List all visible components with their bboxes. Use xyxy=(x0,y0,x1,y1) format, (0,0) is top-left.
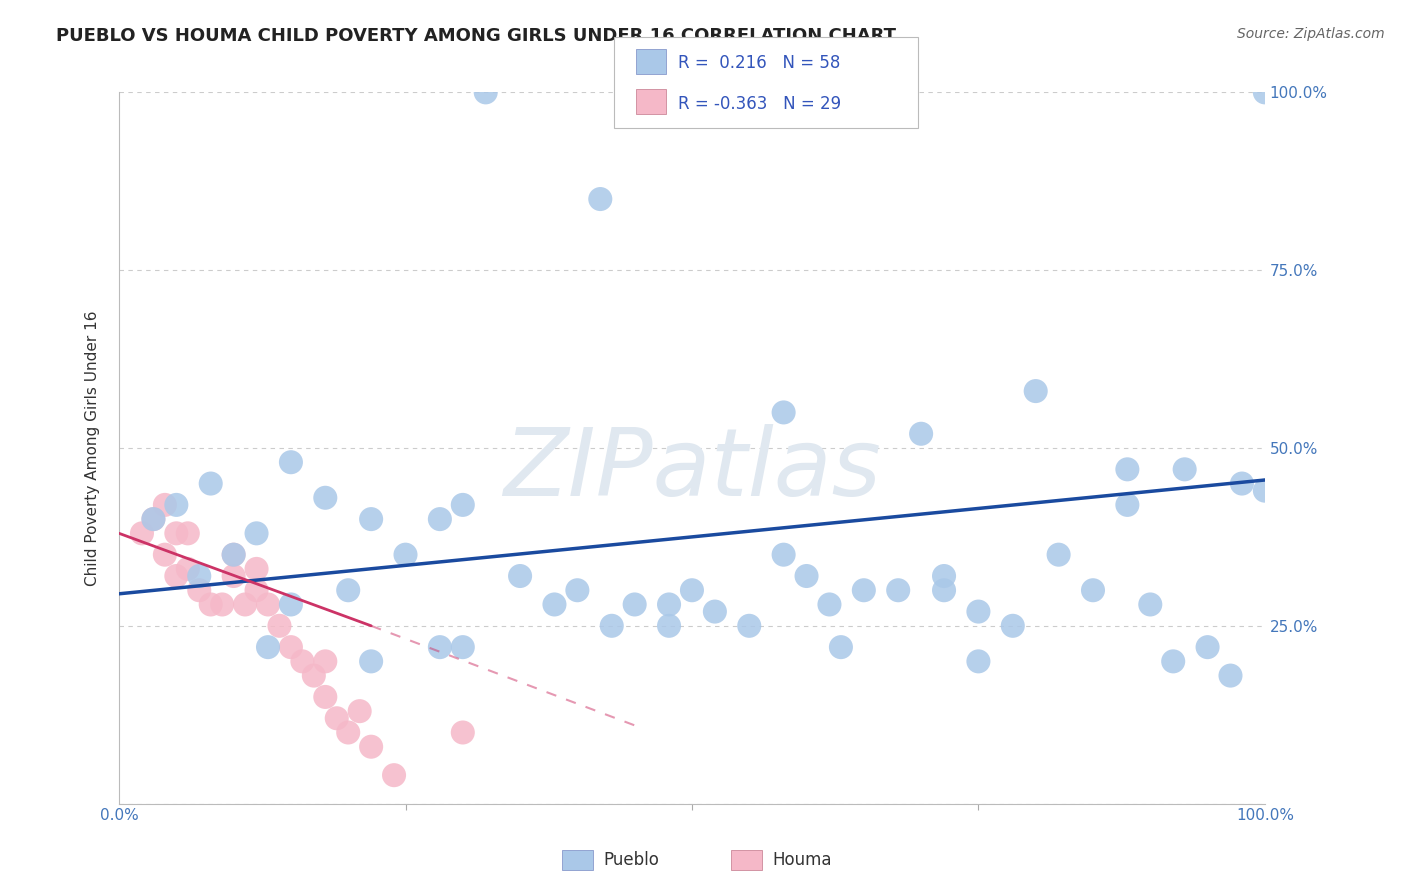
Point xyxy=(658,598,681,612)
Point xyxy=(291,654,314,668)
Point xyxy=(269,619,291,633)
Point xyxy=(349,704,371,718)
Point xyxy=(910,426,932,441)
Point xyxy=(314,654,336,668)
Point xyxy=(314,491,336,505)
Point xyxy=(360,739,382,754)
Text: Source: ZipAtlas.com: Source: ZipAtlas.com xyxy=(1237,27,1385,41)
Point xyxy=(360,512,382,526)
Point xyxy=(188,583,211,598)
Text: PUEBLO VS HOUMA CHILD POVERTY AMONG GIRLS UNDER 16 CORRELATION CHART: PUEBLO VS HOUMA CHILD POVERTY AMONG GIRL… xyxy=(56,27,896,45)
Point xyxy=(830,640,852,654)
Point xyxy=(1219,668,1241,682)
Point xyxy=(1139,598,1161,612)
Point xyxy=(543,598,565,612)
Point xyxy=(451,725,474,739)
Point xyxy=(738,86,761,100)
Point xyxy=(429,512,451,526)
Point xyxy=(153,548,176,562)
Point xyxy=(738,619,761,633)
Text: Pueblo: Pueblo xyxy=(603,851,659,869)
Point xyxy=(165,498,187,512)
Point xyxy=(165,569,187,583)
Point xyxy=(852,583,875,598)
Point xyxy=(131,526,153,541)
Point xyxy=(1254,483,1277,498)
Point xyxy=(600,619,623,633)
Point xyxy=(1254,86,1277,100)
Point xyxy=(188,569,211,583)
Point xyxy=(887,86,910,100)
Point xyxy=(280,455,302,469)
Point xyxy=(658,619,681,633)
Point xyxy=(245,562,267,576)
Point xyxy=(337,725,360,739)
Point xyxy=(326,711,349,725)
Point xyxy=(394,548,416,562)
Point xyxy=(1197,640,1219,654)
Point xyxy=(360,654,382,668)
Point xyxy=(245,526,267,541)
Point xyxy=(245,583,267,598)
Text: R = -0.363   N = 29: R = -0.363 N = 29 xyxy=(678,95,841,112)
Point xyxy=(1230,476,1253,491)
Point xyxy=(589,192,612,206)
Point xyxy=(1174,462,1197,476)
Point xyxy=(280,598,302,612)
Y-axis label: Child Poverty Among Girls Under 16: Child Poverty Among Girls Under 16 xyxy=(86,310,100,586)
Point xyxy=(142,512,165,526)
Point xyxy=(200,476,222,491)
Point xyxy=(509,569,531,583)
Point xyxy=(337,583,360,598)
Point xyxy=(257,598,280,612)
Point xyxy=(1081,583,1104,598)
Point xyxy=(967,654,990,668)
Point xyxy=(153,498,176,512)
Point xyxy=(451,640,474,654)
Point xyxy=(887,583,910,598)
Point xyxy=(932,569,955,583)
Point xyxy=(932,583,955,598)
Point xyxy=(222,569,245,583)
Point xyxy=(474,86,496,100)
Point xyxy=(200,598,222,612)
Point xyxy=(177,526,200,541)
Point xyxy=(211,598,233,612)
Point xyxy=(429,640,451,654)
Point xyxy=(177,562,200,576)
Point xyxy=(681,583,703,598)
Point xyxy=(567,583,589,598)
Text: Houma: Houma xyxy=(772,851,831,869)
Point xyxy=(1025,384,1047,398)
Point xyxy=(142,512,165,526)
Point xyxy=(1047,548,1070,562)
Point xyxy=(703,605,725,619)
Text: R =  0.216   N = 58: R = 0.216 N = 58 xyxy=(678,54,839,72)
Point xyxy=(257,640,280,654)
Point xyxy=(165,526,187,541)
Point xyxy=(772,548,794,562)
Point xyxy=(796,569,818,583)
Point xyxy=(1161,654,1184,668)
Point xyxy=(280,640,302,654)
Point xyxy=(233,598,256,612)
Point xyxy=(1001,619,1024,633)
Point xyxy=(818,598,841,612)
Point xyxy=(772,405,794,419)
Point xyxy=(1116,462,1139,476)
Point xyxy=(623,598,645,612)
Point xyxy=(302,668,325,682)
Point xyxy=(382,768,405,782)
Point xyxy=(314,690,336,704)
Point xyxy=(1116,498,1139,512)
Point xyxy=(222,548,245,562)
Point xyxy=(967,605,990,619)
Point xyxy=(451,498,474,512)
Point xyxy=(222,548,245,562)
Text: ZIPatlas: ZIPatlas xyxy=(503,424,882,515)
